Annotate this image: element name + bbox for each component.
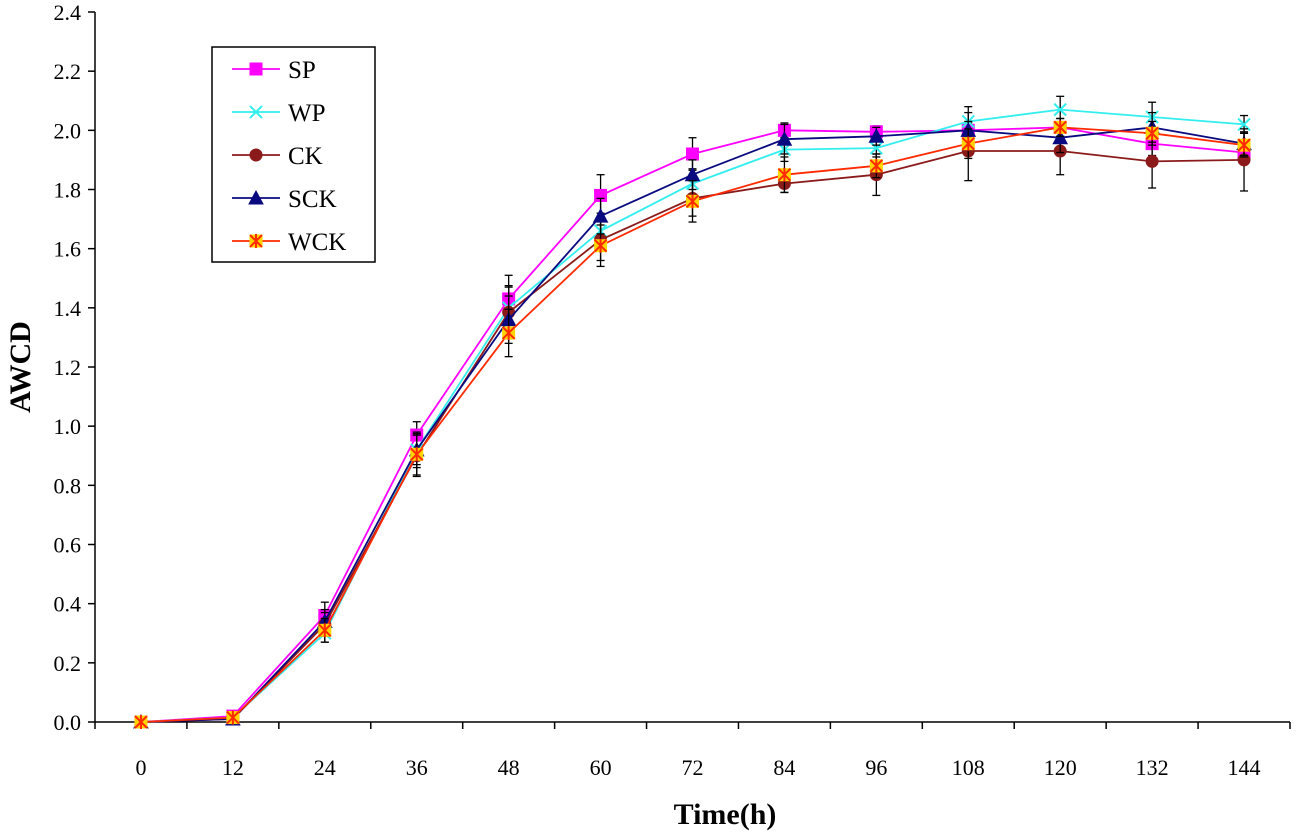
data-point [776,131,793,146]
asterisk-marker-cross [1145,126,1159,141]
legend-item-wck: WCK [232,229,346,256]
data-point [592,208,609,223]
x-tick-label: 96 [865,755,887,780]
data-point [1053,120,1067,135]
asterisk-marker-cross [777,167,792,182]
data-point [1052,129,1069,145]
legend-item-sp: SP [232,57,316,84]
legend-marker [249,148,263,162]
asterisk-marker-cross [1237,138,1251,153]
data-point [226,710,240,725]
asterisk-marker-cross [869,158,884,173]
series-wck [134,117,1251,729]
square-marker-shape [686,147,699,161]
data-point [686,147,699,161]
y-tick-label: 0.2 [54,651,82,676]
legend-marker [249,105,263,119]
x-axis-title: Time(h) [674,798,777,831]
x-axis-ticks: 0 12 24 36 48 60 72 84 96 108 120 132 144 [94,722,1291,780]
data-point [501,325,516,340]
x-tick-label: 48 [498,755,520,780]
legend-item-ck: CK [232,143,323,170]
triangle-marker-shape [1052,129,1069,145]
data-point [1237,138,1251,153]
y-tick-label: 1.6 [54,237,82,262]
x-tick-label: 120 [1044,755,1077,780]
data-point [868,128,885,143]
data-point [961,136,975,151]
x-tick-label: 36 [406,755,428,780]
y-axis-title: AWCD [4,321,37,413]
y-tick-label: 2.4 [54,0,82,25]
data-point [685,194,700,209]
legend-label: CK [288,143,323,170]
x-tick-label: 72 [682,755,704,780]
legend-label: SCK [288,186,337,213]
y-tick-label: 2.0 [54,118,82,143]
asterisk-marker-cross [226,710,240,725]
asterisk-marker-cross [501,325,516,340]
data-point [1145,154,1159,168]
x-tick-label: 84 [773,755,795,780]
y-tick-label: 1.8 [54,178,82,203]
x-marker-shape [249,105,263,119]
legend-marker [249,234,263,248]
asterisk-marker-cross [1053,120,1067,135]
x-marker-shape [869,141,884,155]
legend-label: WCK [288,229,346,256]
series-layer [133,95,1252,729]
x-tick-label: 132 [1136,755,1169,780]
x-tick-label: 24 [314,755,336,780]
asterisk-marker-cross [685,194,700,209]
circle-marker-shape [249,148,263,162]
data-point [869,158,884,173]
y-axis-ticks: 0.0 0.2 0.4 0.6 0.8 1.0 1.2 1.4 1.6 1.8 2.0 2.2 2.4 [54,0,95,735]
data-point [593,238,608,253]
x-tick-label: 12 [222,755,244,780]
legend-marker [249,62,263,76]
asterisk-marker-cross [134,715,148,729]
square-marker-shape [249,62,263,76]
data-point [410,447,424,462]
data-point [1145,126,1159,141]
y-tick-label: 1.0 [54,414,82,439]
legend-label: SP [288,57,316,84]
legend-item-wp: WP [232,100,326,127]
legend: SP WP CK SCK WCK [211,46,376,263]
y-tick-label: 0.6 [54,533,82,558]
x-tick-label: 144 [1228,755,1261,780]
circle-marker-shape [1145,154,1159,168]
data-point [134,715,148,729]
data-point [869,141,884,155]
data-point [777,167,792,182]
x-tick-label: 60 [590,755,612,780]
legend-marker [248,189,264,205]
legend-label: WP [288,100,326,127]
y-tick-label: 0.0 [54,710,82,735]
asterisk-marker-cross [410,447,424,462]
data-point [318,623,332,638]
data-point [1053,102,1067,117]
triangle-marker-shape [592,208,609,223]
y-tick-label: 0.8 [54,473,82,498]
x-tick-label: 0 [135,755,146,780]
x-tick-label: 108 [952,755,985,780]
asterisk-marker-cross [249,234,263,248]
asterisk-marker-cross [961,136,975,151]
triangle-marker-shape [248,189,264,205]
legend-item-sck: SCK [232,186,337,213]
triangle-marker-shape [776,131,793,146]
triangle-marker-shape [868,128,885,143]
y-tick-label: 1.4 [54,296,82,321]
asterisk-marker-cross [593,238,608,253]
asterisk-marker-cross [318,623,332,638]
y-tick-label: 1.2 [54,355,82,380]
x-marker-shape [1053,102,1067,117]
y-tick-label: 2.2 [54,59,82,84]
y-tick-label: 0.4 [54,592,82,617]
